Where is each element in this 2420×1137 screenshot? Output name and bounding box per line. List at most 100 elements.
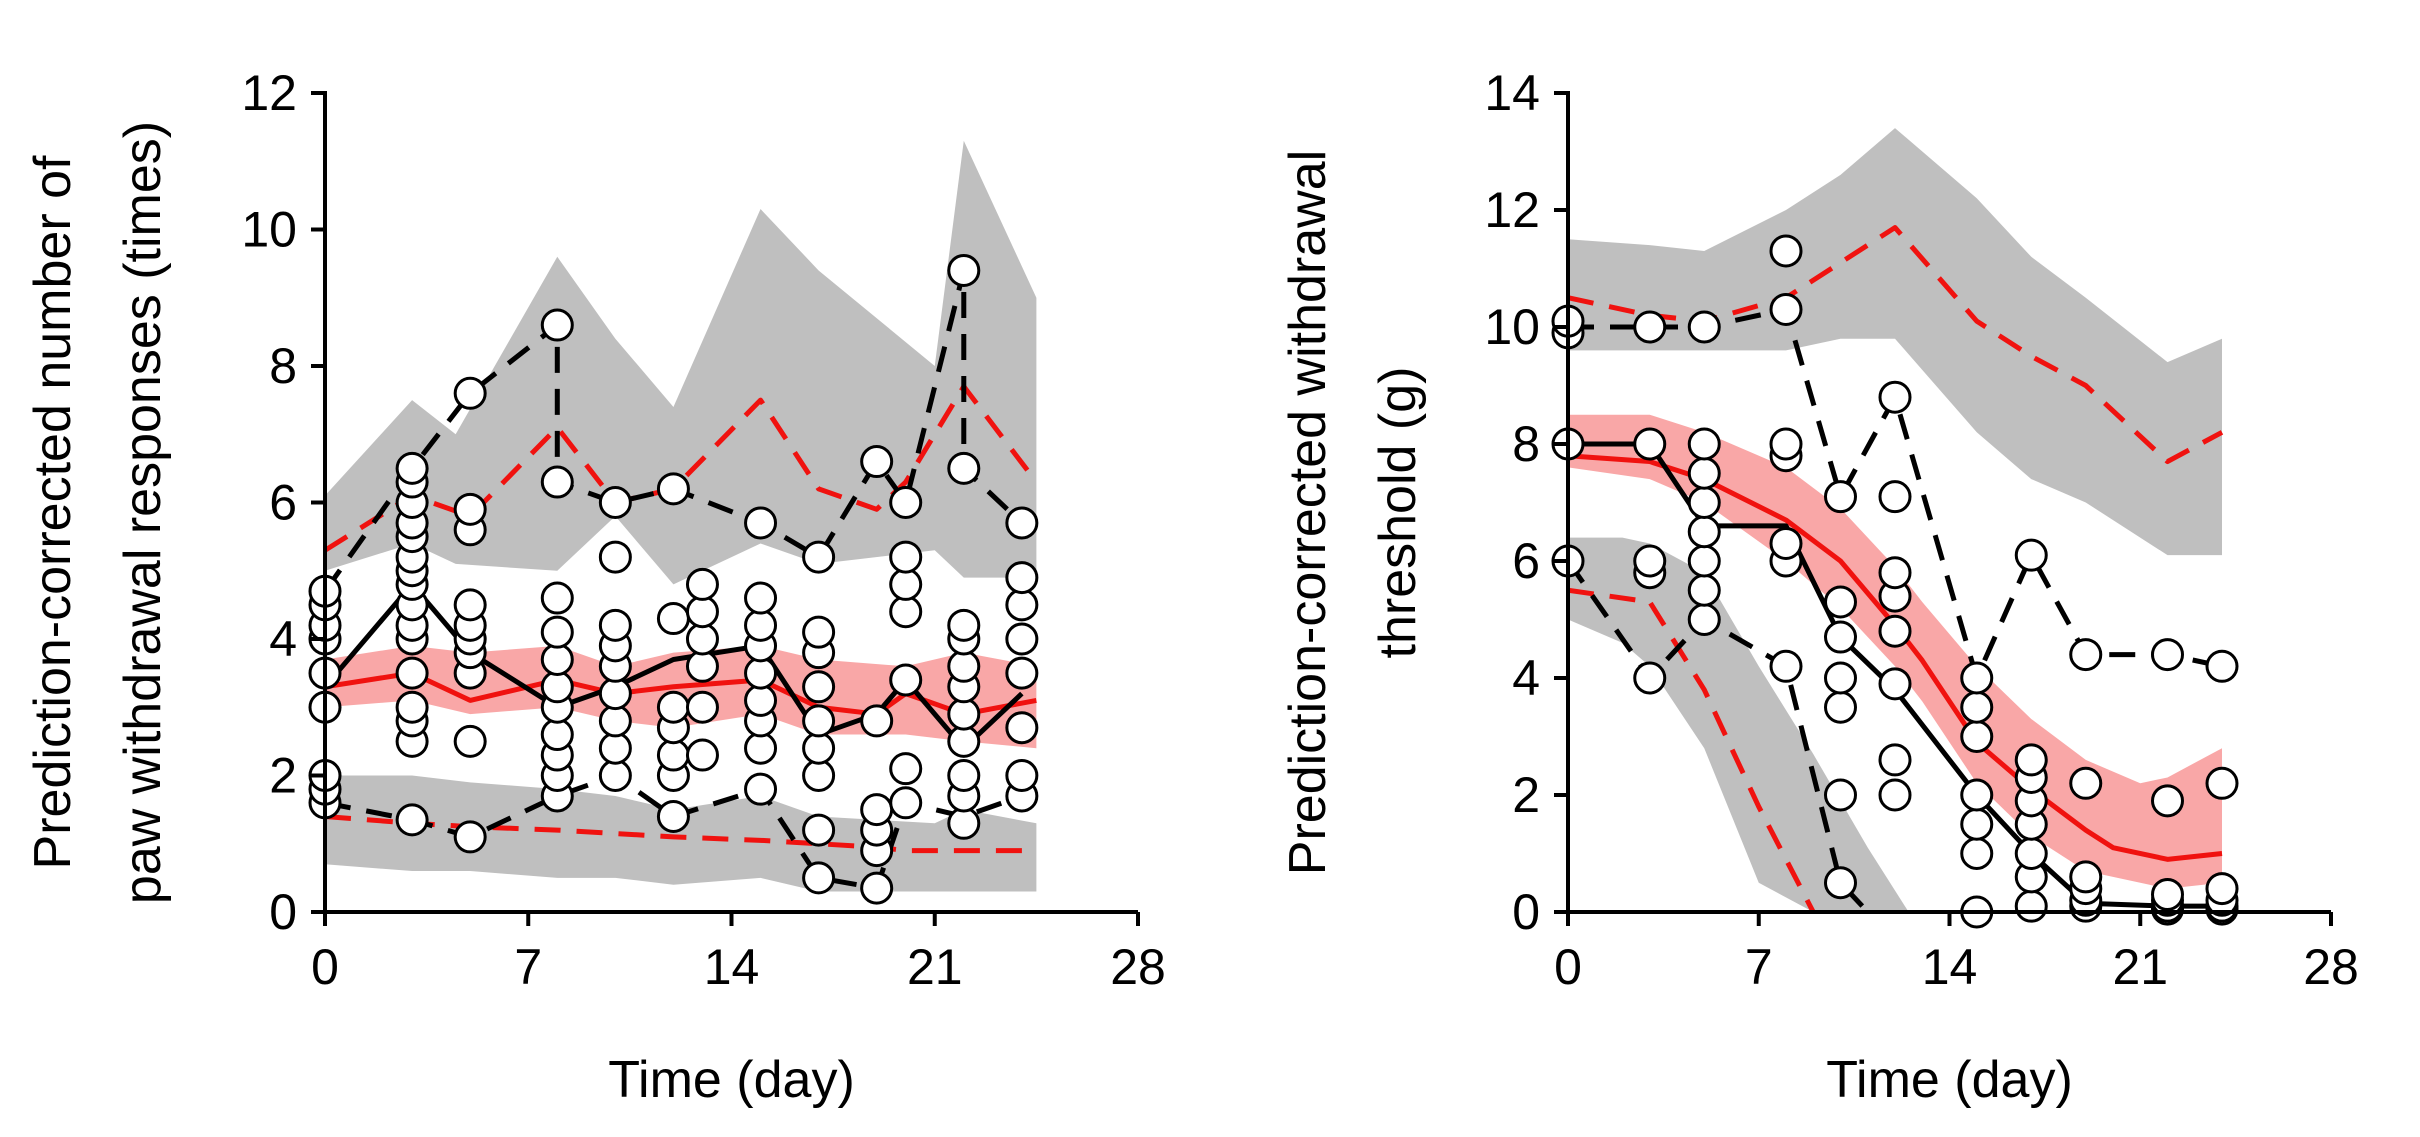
observation-point	[947, 253, 981, 287]
observation-point	[2014, 837, 2048, 870]
observation-point	[1824, 585, 1857, 619]
observation-point	[1878, 380, 1912, 414]
observation-point	[1878, 778, 1912, 812]
observation-point	[1878, 667, 1912, 701]
observation-point	[598, 677, 632, 711]
observation-point	[744, 506, 778, 540]
x-tick-label: 0	[311, 939, 339, 995]
observation-point	[2014, 743, 2048, 777]
x-tick-label: 14	[704, 939, 760, 995]
observation-point	[1005, 622, 1039, 656]
y-tick-label: 10	[241, 202, 297, 258]
observation-point	[1005, 561, 1039, 595]
observation-point	[395, 451, 429, 485]
y-tick-label: 2	[269, 748, 297, 804]
observation-point	[1824, 661, 1857, 695]
observation-point	[1687, 515, 1721, 549]
observation-point	[1769, 292, 1803, 326]
observation-point	[685, 595, 719, 629]
observation-point	[598, 704, 632, 738]
x-tick-label: 7	[514, 939, 542, 995]
observation-point	[1769, 649, 1803, 683]
y-tick-label: 8	[269, 338, 297, 394]
observation-point	[947, 451, 981, 485]
x-tick-label: 21	[2112, 939, 2168, 995]
observation-point	[1878, 480, 1912, 514]
observation-point	[540, 718, 574, 752]
observation-point	[1633, 427, 1667, 461]
observation-point	[1960, 661, 1994, 695]
y-tick-label: 0	[269, 884, 297, 940]
chart-panel-1: 0 2 4 6 8 10 12 0 7 14 21 28 Time (day) Prediction-co…	[24, 65, 1166, 1109]
observation-point	[1824, 480, 1857, 514]
observation-point	[540, 615, 574, 649]
observation-point	[860, 704, 894, 738]
observation-point	[2205, 766, 2239, 800]
observation-point	[744, 731, 778, 765]
observation-point	[1005, 759, 1039, 792]
observation-point	[598, 608, 632, 642]
band-upper-pi	[1568, 128, 2222, 556]
observation-point	[860, 871, 894, 905]
observation-point	[2205, 872, 2239, 906]
y-axis-title-line: threshold (g)	[1369, 367, 1427, 659]
observation-point	[1687, 486, 1721, 519]
observation-point	[802, 540, 836, 574]
observation-point	[2014, 889, 2048, 923]
observation-point	[947, 608, 981, 642]
observation-point	[744, 772, 778, 806]
observation-point	[802, 731, 836, 765]
observation-point	[2014, 538, 2048, 572]
observation-point	[540, 308, 574, 342]
y-axis-title-line: Prediction-corrected number of	[24, 155, 82, 869]
observation-point	[1960, 778, 1994, 812]
observation-point	[395, 656, 429, 690]
observation-point	[2205, 649, 2239, 683]
observation-point	[1687, 603, 1721, 636]
y-tick-label: 6	[1512, 533, 1540, 589]
observation-point	[802, 813, 836, 847]
y-tick-label: 6	[269, 475, 297, 531]
observation-point	[395, 803, 429, 837]
observation-point	[2069, 638, 2103, 672]
observation-point	[889, 486, 923, 519]
observation-point	[540, 465, 574, 499]
observation-point	[2069, 766, 2103, 800]
line-predicted-median	[325, 670, 1037, 717]
observation-point	[453, 376, 487, 410]
observation-point	[656, 472, 690, 506]
observation-point	[685, 738, 719, 772]
observation-point	[453, 724, 487, 758]
y-tick-label: 12	[1484, 182, 1540, 238]
observation-point	[1769, 234, 1803, 268]
observation-point	[1005, 711, 1039, 745]
observation-point	[1769, 427, 1803, 461]
y-tick-label: 0	[1512, 884, 1540, 940]
observation-point	[685, 567, 719, 601]
y-tick-label: 12	[241, 65, 297, 121]
observation-point	[395, 690, 429, 724]
observation-point	[889, 595, 923, 629]
band-lower-pi	[325, 775, 1037, 892]
line-observed-upper	[325, 267, 1024, 593]
observation-point	[656, 690, 690, 724]
observation-point	[744, 581, 778, 615]
y-axis-title-line: paw withdrawal responses (times)	[114, 121, 172, 904]
observation-point	[1687, 544, 1721, 578]
observation-point	[1687, 310, 1721, 344]
observation-point	[802, 615, 836, 649]
observation-point	[1878, 614, 1912, 648]
observation-point	[453, 820, 487, 854]
observation-point	[744, 656, 778, 690]
observation-point	[889, 663, 923, 697]
band-upper-pi	[325, 140, 1037, 585]
x-tick-label: 21	[907, 939, 963, 995]
observation-point	[1878, 556, 1912, 590]
observation-point	[1824, 866, 1857, 900]
observation-point	[2151, 877, 2184, 911]
observation-point	[685, 622, 719, 656]
y-tick-label: 4	[269, 611, 297, 667]
observation-point	[744, 608, 778, 642]
